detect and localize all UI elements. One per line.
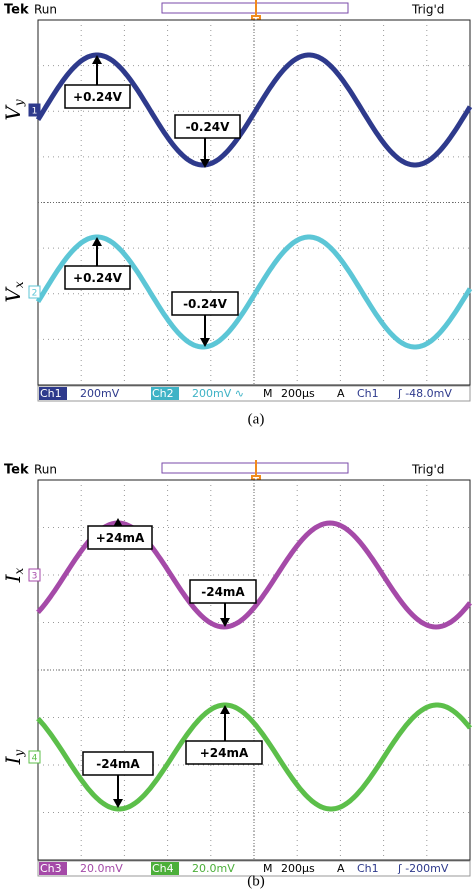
annotation-box (64, 84, 131, 109)
axis-symbol: I (1, 755, 25, 765)
scope-panel: TekRunTTrig'd3Ix+24mA-24mA4Iy-24mA+24mAC… (1, 460, 472, 889)
annotation-box (82, 751, 154, 776)
annotation-box (87, 525, 153, 550)
channel-marker (28, 568, 41, 582)
status-bar (37, 385, 471, 402)
annotation-label: -0.24V (183, 297, 228, 311)
channel-marker (28, 285, 41, 299)
trigger-state: Trig'd (411, 3, 444, 17)
annotation-label: +0.24V (73, 90, 123, 104)
run-state: Run (34, 463, 57, 477)
axis-subscript: y (12, 99, 26, 107)
status-text: 200mV (80, 387, 120, 400)
axis-symbol: V (1, 104, 25, 121)
caption: (b) (247, 873, 265, 889)
scope-panel: TekRunTTrig'd1Vy+0.24V-0.24V2Vx+0.24V-0.… (1, 0, 473, 427)
status-text: 20.0mV (80, 862, 123, 875)
annotation-label: -0.24V (186, 120, 231, 134)
annotation-label: +24mA (96, 531, 145, 545)
channel-tag (39, 862, 67, 875)
axis-label: Vx (1, 281, 26, 302)
axis-subscript: x (12, 567, 26, 574)
axis-label: Vy (1, 99, 26, 120)
status-text: 20.0mV (192, 862, 235, 875)
status-text: A (337, 862, 345, 875)
arrow-head (113, 799, 123, 808)
annotation-box (171, 291, 239, 316)
annotation-label: -24mA (96, 757, 140, 771)
waveform (36, 702, 472, 812)
arrow-head (92, 237, 102, 246)
status-text: M (263, 862, 273, 875)
arrow-head (220, 618, 230, 627)
status-text: Ch2 (152, 387, 174, 400)
arrow-head (92, 55, 102, 64)
channel-number: 1 (32, 107, 38, 117)
annotation-label: +0.24V (73, 271, 123, 285)
status-text: Ch4 (152, 862, 174, 875)
status-text: ʃ -200mV (397, 862, 449, 875)
status-text: Ch3 (40, 862, 62, 875)
channel-tag (39, 387, 67, 400)
channel-number: 4 (32, 754, 38, 764)
channel-tag (151, 387, 179, 400)
arrow-head (200, 338, 210, 347)
brand: Tek (4, 3, 29, 18)
status-text: 200µs (281, 862, 315, 875)
waveform (36, 520, 472, 630)
waveform (35, 234, 473, 350)
axis-symbol: V (1, 286, 25, 303)
status-bar (37, 860, 471, 877)
arrow-head (220, 705, 230, 714)
channel-tag (151, 862, 179, 875)
arrow-head (113, 518, 123, 527)
caption: (a) (248, 411, 265, 427)
status-text: 200mV ∿ (192, 387, 244, 400)
axis-subscript: x (12, 281, 26, 288)
annotation-label: -24mA (201, 585, 245, 599)
annotation-box (185, 740, 263, 765)
annotation-box (64, 265, 131, 290)
arrow-head (200, 159, 210, 168)
status-text: A (337, 387, 345, 400)
annotation-box (189, 579, 257, 604)
annotation-box (174, 114, 241, 139)
axis-symbol: I (1, 573, 25, 583)
brand: Tek (4, 463, 29, 478)
channel-marker (28, 103, 41, 117)
channel-marker (28, 750, 41, 764)
axis-subscript: y (12, 749, 26, 757)
channel-number: 2 (32, 289, 38, 299)
waveform (35, 52, 473, 168)
status-text: Ch1 (40, 387, 62, 400)
status-text: M (263, 387, 273, 400)
status-text: ʃ -48.0mV (397, 387, 452, 400)
trigger-state: Trig'd (411, 463, 444, 477)
annotation-label: +24mA (200, 746, 249, 760)
run-state: Run (34, 3, 57, 17)
status-text: 200µs (281, 387, 315, 400)
status-text: Ch1 (357, 862, 379, 875)
channel-number: 3 (32, 572, 38, 582)
axis-label: Iy (1, 749, 26, 765)
axis-label: Ix (1, 567, 26, 583)
status-text: Ch1 (357, 387, 379, 400)
